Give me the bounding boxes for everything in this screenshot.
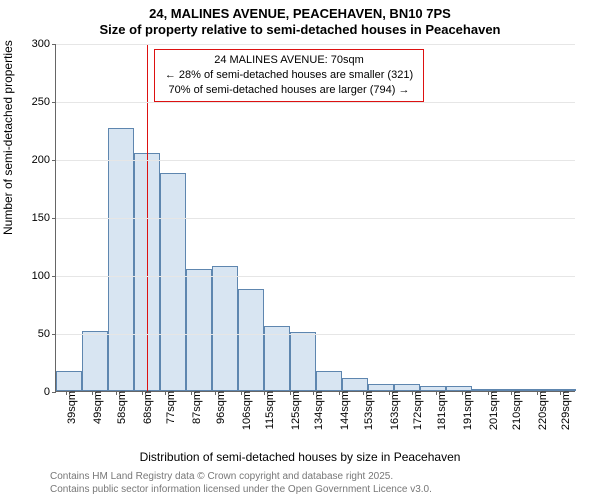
xtick-label: 96sqm	[215, 391, 227, 424]
xtick-label: 115sqm	[264, 391, 276, 429]
xtick-label: 163sqm	[389, 391, 401, 430]
xtick-label: 134sqm	[313, 391, 325, 430]
ytick-label: 300	[32, 38, 56, 50]
xtick-label: 201sqm	[488, 391, 500, 430]
histogram-bar	[368, 384, 394, 391]
histogram-bar	[186, 269, 212, 391]
attribution-line1: Contains HM Land Registry data © Crown c…	[50, 471, 432, 484]
xtick-label: 68sqm	[142, 391, 154, 424]
ytick-label: 150	[32, 212, 56, 224]
xtick-label: 49sqm	[92, 391, 104, 424]
xtick-label: 87sqm	[191, 391, 203, 424]
xtick-label: 144sqm	[339, 391, 351, 430]
ytick-label: 100	[32, 270, 56, 282]
x-axis-label: Distribution of semi-detached houses by …	[0, 450, 600, 464]
xtick-label: 229sqm	[560, 391, 572, 430]
xtick-label: 220sqm	[537, 391, 549, 430]
ytick-label: 50	[38, 328, 56, 340]
xtick-label: 77sqm	[165, 391, 177, 424]
histogram-bar	[290, 332, 316, 391]
xtick-label: 58sqm	[116, 391, 128, 424]
histogram-bar	[82, 331, 108, 391]
histogram-bar	[264, 326, 290, 391]
chart-title-line1: 24, MALINES AVENUE, PEACEHAVEN, BN10 7PS	[0, 6, 600, 21]
attribution-line2: Contains public sector information licen…	[50, 484, 432, 497]
xtick-label: 106sqm	[241, 391, 253, 430]
histogram-bar	[394, 384, 420, 391]
gridline-h	[56, 44, 575, 45]
gridline-h	[56, 334, 575, 335]
xtick-label: 181sqm	[436, 391, 448, 430]
histogram-bar	[342, 378, 368, 391]
xtick-label: 125sqm	[290, 391, 302, 430]
ytick-label: 200	[32, 154, 56, 166]
attribution: Contains HM Land Registry data © Crown c…	[50, 471, 432, 496]
gridline-h	[56, 218, 575, 219]
histogram-bar	[238, 289, 264, 391]
xtick-label: 210sqm	[511, 391, 523, 430]
chart-title-line2: Size of property relative to semi-detach…	[0, 22, 600, 37]
xtick-label: 39sqm	[66, 391, 78, 424]
gridline-h	[56, 276, 575, 277]
histogram-bar	[56, 371, 82, 391]
callout-line1: 24 MALINES AVENUE: 70sqm	[161, 53, 417, 68]
xtick-label: 172sqm	[412, 391, 424, 430]
gridline-h	[56, 160, 575, 161]
ytick-label: 250	[32, 96, 56, 108]
histogram-bar	[316, 371, 342, 391]
xtick-label: 153sqm	[363, 391, 375, 430]
xtick-label: 191sqm	[462, 391, 474, 430]
histogram-bar	[212, 266, 238, 391]
callout-box: 24 MALINES AVENUE: 70sqm ← 28% of semi-d…	[154, 49, 424, 102]
callout-line2: ← 28% of semi-detached houses are smalle…	[161, 68, 417, 83]
callout-line3: 70% of semi-detached houses are larger (…	[161, 83, 417, 98]
chart-plot-area: 24 MALINES AVENUE: 70sqm ← 28% of semi-d…	[55, 44, 575, 392]
histogram-bar	[108, 128, 134, 391]
histogram-bar	[160, 173, 186, 391]
ytick-label: 0	[44, 386, 56, 398]
gridline-h	[56, 102, 575, 103]
y-axis-label: Number of semi-detached properties	[1, 40, 15, 235]
